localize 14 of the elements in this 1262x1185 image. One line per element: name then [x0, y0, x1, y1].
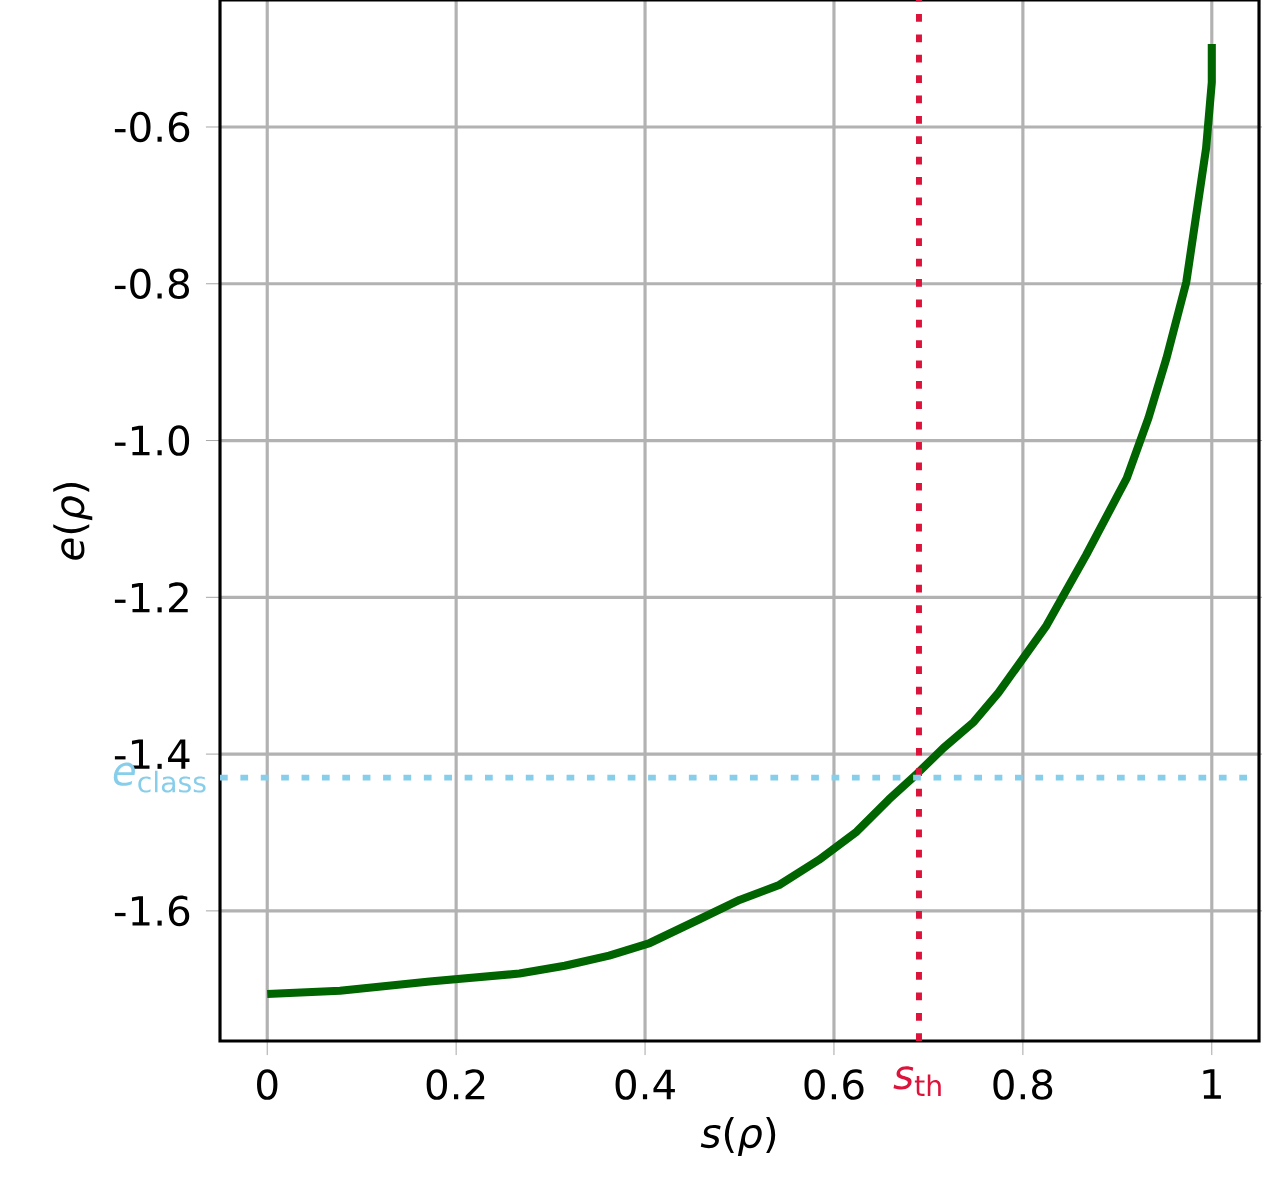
x-tick-label: 0.8 [993, 1069, 1053, 1100]
y-axis-title: e(ρ) [53, 482, 93, 560]
x-tick-label: 0.4 [615, 1069, 675, 1100]
x-tick-label: 1 [1203, 1069, 1221, 1099]
y-tick-label: -1.2 [114, 582, 188, 613]
x-axis-title: s(ρ) [700, 1116, 776, 1156]
x-tick-label: 0.6 [804, 1069, 864, 1100]
x-tick-label: 0.2 [426, 1069, 485, 1100]
y-tick-label: -1.0 [114, 425, 190, 456]
y-tick-label: -0.6 [114, 111, 190, 143]
y-tick-label: -0.8 [114, 268, 189, 300]
y-tick-label: -1.6 [114, 895, 190, 927]
ref-line-label: s$_{th}$ [893, 1066, 941, 1096]
x-tick-label: 0 [257, 1069, 278, 1100]
